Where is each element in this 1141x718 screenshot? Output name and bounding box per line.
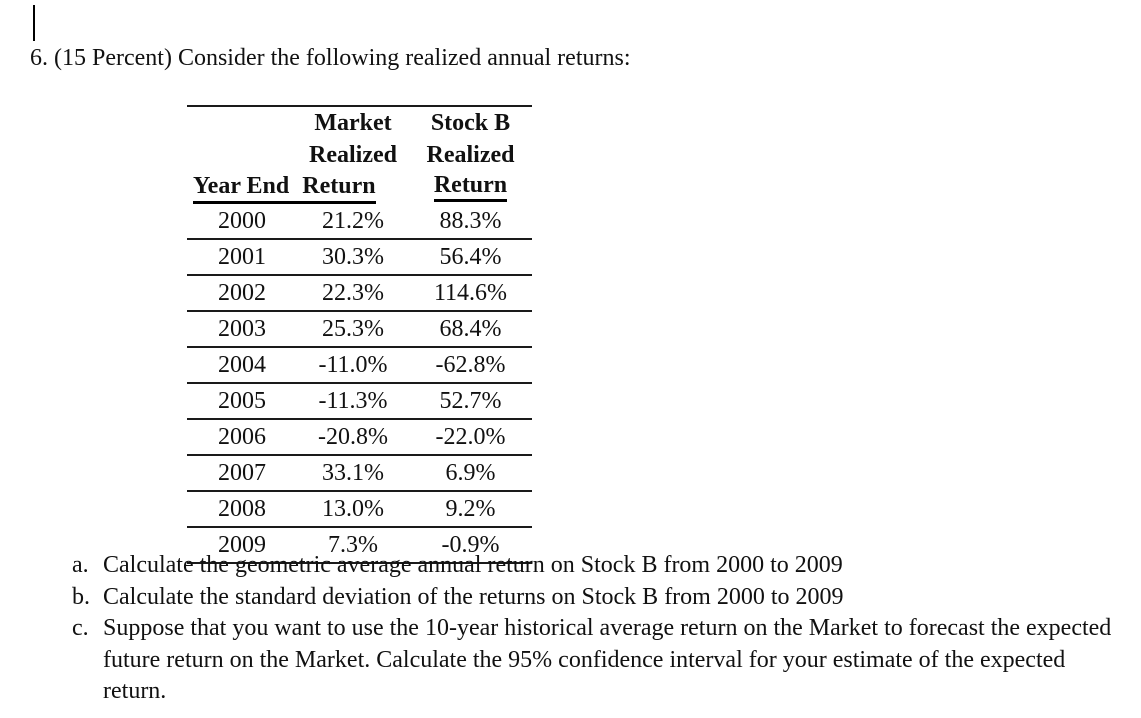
- year-cell: 2002: [218, 279, 266, 306]
- question-text: Suppose that you want to use the 10-year…: [103, 615, 1112, 704]
- year-cell: 2005: [218, 387, 266, 414]
- market-return-cell: -11.0%: [318, 351, 388, 378]
- year-cell: 2000: [218, 207, 266, 234]
- header-market-return: Return: [302, 173, 376, 199]
- header-year-end-return: Year End Return: [193, 171, 376, 204]
- question-label: a.: [72, 552, 89, 578]
- header-stock-b-return: Return: [409, 171, 532, 202]
- stock-b-return-cell: 68.4%: [439, 315, 502, 342]
- market-return-cell: 21.2%: [322, 207, 384, 234]
- year-cell: 2007: [218, 459, 266, 486]
- problem-title: 6. (15 Percent) Consider the following r…: [30, 45, 631, 71]
- returns-table: Market Stock B Realized Realized Year En…: [187, 105, 532, 564]
- table-row: 2009 7.3% -0.9%: [187, 528, 532, 564]
- question-label: c.: [72, 615, 89, 641]
- question-text: Calculate the standard deviation of the …: [103, 583, 844, 610]
- market-return-cell: -11.3%: [318, 387, 388, 414]
- year-cell: 2008: [218, 495, 266, 522]
- stock-b-return-cell: 56.4%: [439, 243, 502, 270]
- table-row: 2005 -11.3% 52.7%: [187, 384, 532, 420]
- year-cell: 2004: [218, 351, 266, 378]
- header-stock-b-realized: Realized: [426, 141, 515, 168]
- stock-b-return-cell: -22.0%: [435, 423, 506, 450]
- stock-b-return-cell: 52.7%: [439, 387, 502, 414]
- stock-b-return-cell: 6.9%: [445, 459, 496, 486]
- stock-b-return-cell: 114.6%: [433, 279, 508, 306]
- table-row: 2008 13.0% 9.2%: [187, 492, 532, 528]
- table-header-line-2: Realized Realized: [187, 139, 532, 171]
- stock-b-return-cell: -0.9%: [441, 531, 500, 558]
- table-header-line-3: Year End Return Return: [187, 171, 532, 204]
- table-row: 2003 25.3% 68.4%: [187, 312, 532, 348]
- market-return-cell: 13.0%: [322, 495, 384, 522]
- market-return-cell: 22.3%: [322, 279, 384, 306]
- year-cell: 2003: [218, 315, 266, 342]
- question-label: b.: [72, 583, 90, 610]
- table-row: 2001 30.3% 56.4%: [187, 240, 532, 276]
- stock-b-return-cell: 9.2%: [445, 495, 496, 522]
- question-item-c: c. Suppose that you want to use the 10-y…: [72, 613, 1112, 708]
- table-row: 2000 21.2% 88.3%: [187, 204, 532, 240]
- header-market-realized: Realized: [309, 141, 397, 168]
- table-row: 2004 -11.0% -62.8%: [187, 348, 532, 384]
- stock-b-return-cell: -62.8%: [435, 351, 506, 378]
- market-return-cell: 33.1%: [322, 459, 384, 486]
- market-return-cell: 25.3%: [322, 315, 384, 342]
- year-cell: 2009: [218, 531, 266, 558]
- table-row: 2006 -20.8% -22.0%: [187, 420, 532, 456]
- market-return-cell: -20.8%: [318, 423, 388, 450]
- text-cursor: [33, 5, 35, 41]
- question-text: Calculate the geometric average annual r…: [103, 552, 843, 578]
- question-item-a: a. Calculate the geometric average annua…: [72, 550, 1112, 582]
- header-stock-b: Stock B: [430, 109, 511, 136]
- market-return-cell: 30.3%: [322, 243, 384, 270]
- market-return-cell: 7.3%: [328, 531, 378, 558]
- stock-b-return-cell: 88.3%: [439, 207, 502, 234]
- year-cell: 2006: [218, 423, 266, 450]
- question-item-b: b. Calculate the standard deviation of t…: [72, 582, 1112, 614]
- questions-list: a. Calculate the geometric average annua…: [72, 550, 1112, 708]
- table-header-line-1: Market Stock B: [187, 107, 532, 139]
- header-market: Market: [314, 109, 392, 136]
- header-year-end: Year End: [193, 173, 290, 199]
- table-row: 2007 33.1% 6.9%: [187, 456, 532, 492]
- year-cell: 2001: [218, 243, 266, 270]
- table-row: 2002 22.3% 114.6%: [187, 276, 532, 312]
